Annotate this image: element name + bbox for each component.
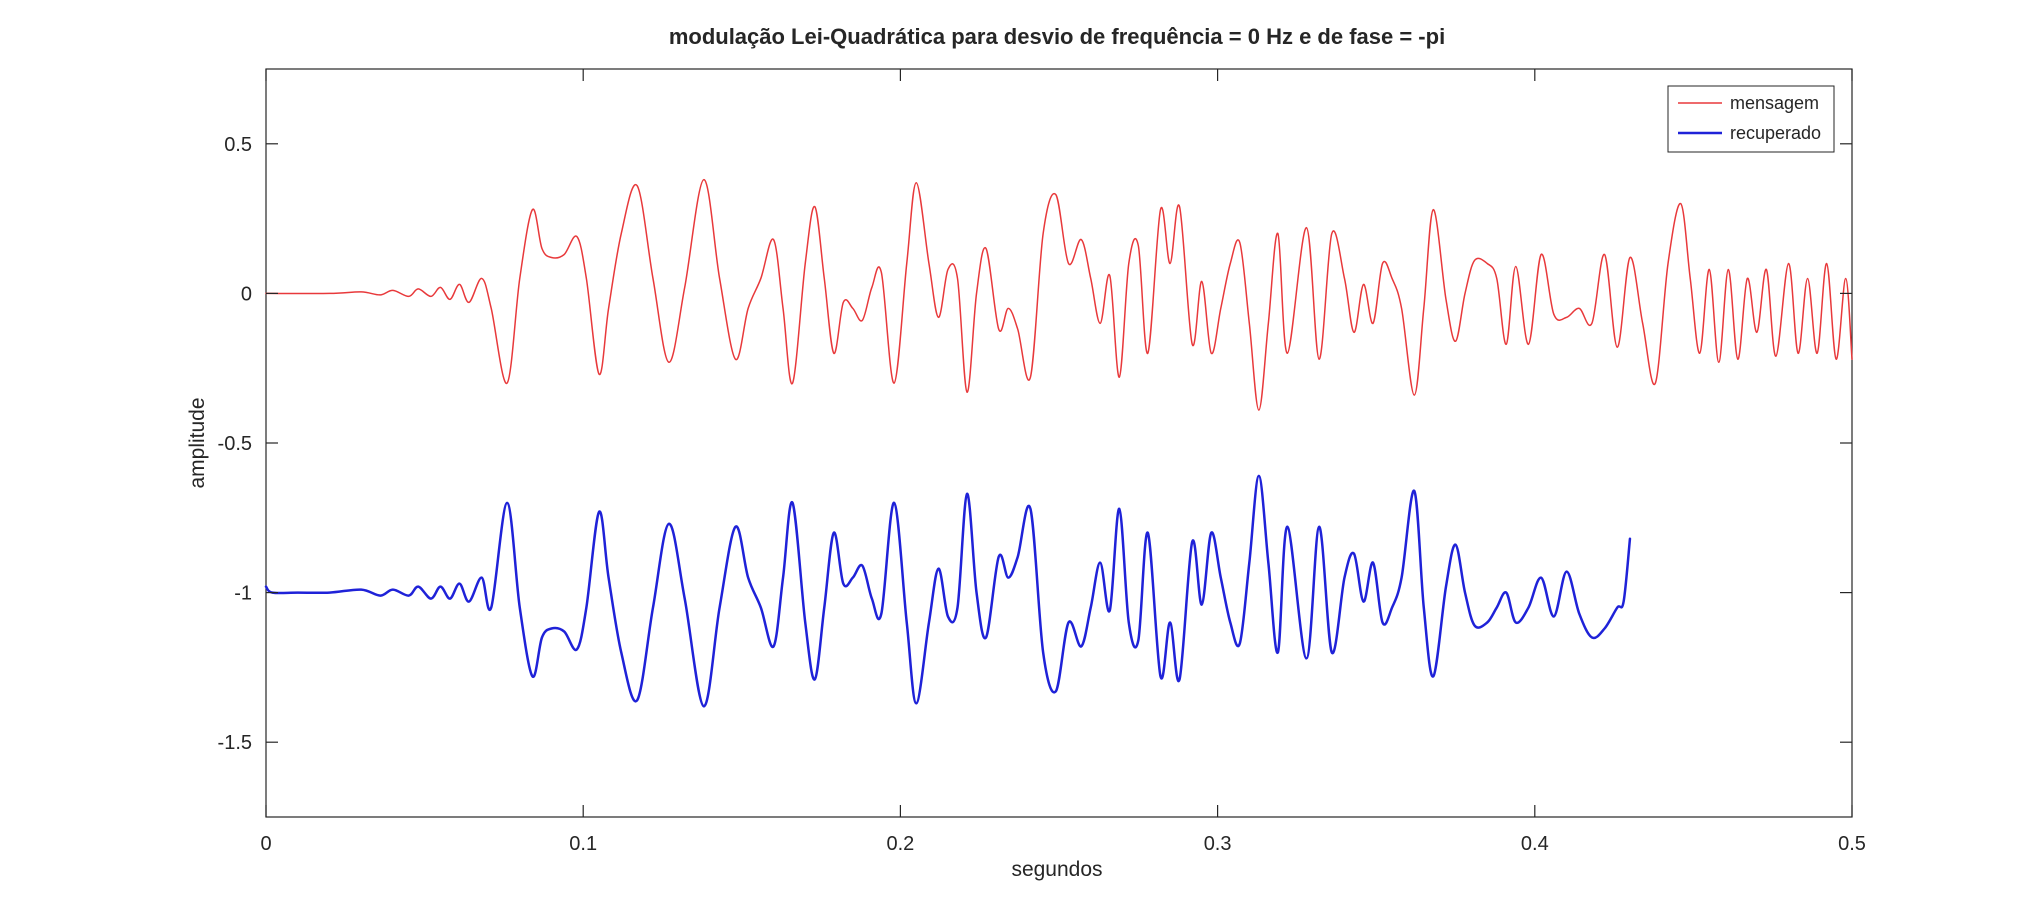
- x-tick-label: 0.5: [1838, 833, 1866, 855]
- plot-area: 0 0.1 0.2 0.3 0.4 0.5 -1.5 -1 -0.5 0 0.5: [218, 68, 1866, 855]
- legend: mensagem recuperado: [1667, 85, 1835, 153]
- y-tick-label: -0.5: [218, 433, 252, 455]
- legend-label-recuperado: recuperado: [1730, 123, 1821, 143]
- legend-box: [1667, 85, 1835, 153]
- series-group: [264, 178, 1853, 708]
- x-axis-label: segundos: [1011, 858, 1102, 881]
- x-tick-label: 0.1: [569, 833, 597, 855]
- y-tick-label: 0.5: [224, 134, 252, 156]
- y-tick-label: -1: [234, 583, 252, 605]
- y-tick-label: -1.5: [218, 732, 252, 754]
- series-line-mensagem: [265, 178, 1853, 411]
- chart-title: modulação Lei-Quadrática para desvio de …: [669, 24, 1445, 49]
- x-tick-label: 0: [260, 833, 271, 855]
- ticks-group: 0 0.1 0.2 0.3 0.4 0.5 -1.5 -1 -0.5 0 0.5: [218, 69, 1866, 855]
- legend-label-mensagem: mensagem: [1730, 93, 1819, 113]
- y-axis-label: amplitude: [186, 397, 209, 488]
- x-tick-label: 0.3: [1204, 833, 1232, 855]
- x-tick-label: 0.4: [1521, 833, 1549, 855]
- y-tick-label: 0: [241, 283, 252, 305]
- x-tick-label: 0.2: [886, 833, 914, 855]
- series-line-recuperado: [264, 474, 1632, 708]
